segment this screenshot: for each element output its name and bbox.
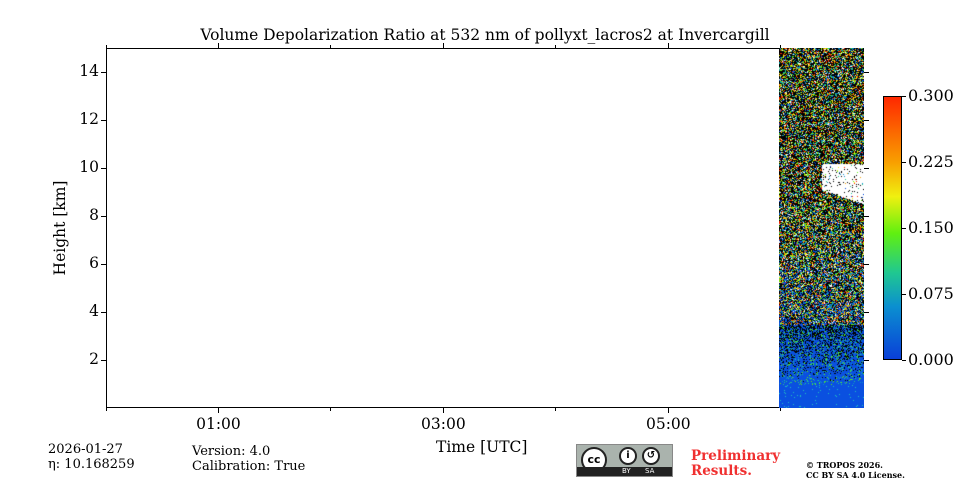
cc-sa-label: SA (645, 467, 655, 475)
y-tick-label: 8 (89, 206, 99, 224)
x-tick (442, 408, 444, 413)
y-tick-label: 14 (79, 62, 99, 80)
y-tick (101, 71, 106, 73)
colorbar-tick (902, 95, 906, 97)
x-tick-label: 05:00 (645, 415, 691, 433)
colorbar (883, 96, 902, 360)
y-tick-label: 2 (89, 350, 99, 368)
x-tick-top (667, 43, 669, 48)
colorbar-tick (902, 359, 906, 361)
x-axis-label: Time [UTC] (436, 438, 528, 456)
x-minor-tick (780, 408, 782, 411)
x-tick-label: 01:00 (196, 415, 241, 433)
y-tick (101, 311, 106, 313)
x-minor-tick (105, 408, 107, 411)
y-axis-label: Height [km] (51, 180, 69, 276)
colorbar-tick-label: 0.075 (908, 284, 954, 303)
y-tick (101, 359, 106, 361)
copyright: © TROPOS 2026. CC BY SA 4.0 License. (806, 460, 905, 480)
y-tick (101, 215, 106, 217)
y-tick-right (864, 71, 869, 73)
x-minor-tick-top (105, 45, 107, 48)
preliminary-line1: Preliminary (691, 448, 781, 464)
x-minor-tick (555, 408, 557, 411)
footer-version: Version: 4.0 (192, 444, 271, 459)
colorbar-tick-label: 0.300 (908, 86, 954, 105)
footer-date: 2026-01-27 (48, 442, 123, 457)
y-tick-label: 10 (79, 158, 99, 176)
y-tick-right (864, 119, 869, 121)
y-tick-label: 4 (89, 302, 99, 320)
y-tick-right (864, 263, 869, 265)
x-tick-top (442, 43, 444, 48)
footer-calibration: Calibration: True (192, 459, 306, 474)
x-minor-tick-top (780, 45, 782, 48)
y-tick-label: 6 (89, 254, 99, 272)
footer-eta: η: 10.168259 (48, 457, 135, 472)
y-tick-right (864, 359, 869, 361)
depolarization-heatmap (778, 48, 864, 408)
copyright-line2: CC BY SA 4.0 License. (806, 470, 905, 480)
y-tick-right (864, 167, 869, 169)
colorbar-tick (902, 161, 906, 163)
y-tick (101, 263, 106, 265)
cc-by-label: BY (622, 467, 631, 475)
colorbar-tick (902, 293, 906, 295)
colorbar-tick (902, 227, 906, 229)
x-tick (667, 408, 669, 413)
cc-license-logo: cc i ↺ BY SA (576, 444, 673, 477)
chart-title: Volume Depolarization Ratio at 532 nm of… (200, 26, 770, 44)
plot-area (106, 48, 864, 408)
x-minor-tick-top (330, 45, 332, 48)
footer-version-block: Version: 4.0 Calibration: True (192, 444, 305, 474)
colorbar-tick-label: 0.225 (908, 152, 954, 171)
y-tick (101, 167, 106, 169)
y-tick (101, 119, 106, 121)
x-minor-tick (330, 408, 332, 411)
x-minor-tick-top (555, 45, 557, 48)
y-tick-label: 12 (79, 110, 99, 128)
colorbar-tick-label: 0.000 (908, 350, 954, 369)
x-tick (217, 408, 219, 413)
colorbar-tick-label: 0.150 (908, 218, 954, 237)
preliminary-notice: Preliminary Results. (691, 449, 780, 479)
share-alike-icon: ↺ (642, 447, 660, 465)
attribution-icon: i (619, 447, 637, 465)
y-tick-right (864, 311, 869, 313)
footer-date-block: 2026-01-27 η: 10.168259 (48, 442, 135, 472)
preliminary-line2: Results. (691, 463, 752, 479)
x-tick-label: 03:00 (421, 415, 466, 433)
y-tick-right (864, 215, 869, 217)
x-tick-top (217, 43, 219, 48)
copyright-line1: © TROPOS 2026. (806, 460, 883, 470)
